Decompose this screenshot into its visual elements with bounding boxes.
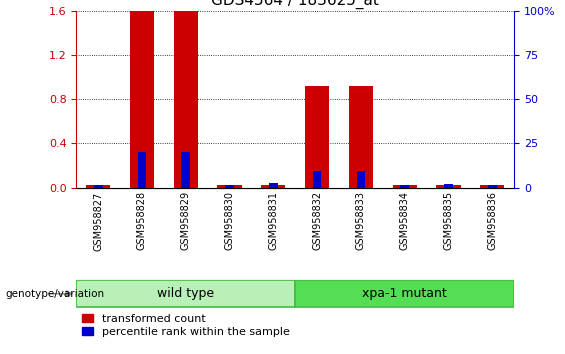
Bar [218,185,242,188]
Bar [349,86,373,188]
Bar [173,11,198,188]
Bar [86,185,110,188]
Bar [488,185,497,188]
Legend: transformed count, percentile rank within the sample: transformed count, percentile rank withi… [82,314,290,337]
Bar [436,185,460,188]
Text: wild type: wild type [157,287,214,300]
Text: GSM958827: GSM958827 [93,191,103,251]
Bar [261,185,285,188]
Title: GDS4564 / 183625_at: GDS4564 / 183625_at [211,0,379,9]
Text: GSM958830: GSM958830 [224,191,234,250]
Bar [295,280,514,307]
Text: xpa-1 mutant: xpa-1 mutant [362,287,447,300]
Text: GSM958833: GSM958833 [356,191,366,250]
Bar [400,185,409,188]
Bar [480,185,505,188]
Bar [181,152,190,188]
Text: GSM958832: GSM958832 [312,191,322,250]
Text: GSM958831: GSM958831 [268,191,279,250]
Bar [225,185,234,188]
Bar [357,171,365,188]
Text: GSM958829: GSM958829 [181,191,191,250]
Bar [138,152,146,188]
Text: GSM958834: GSM958834 [399,191,410,250]
Bar [130,11,154,188]
Bar [94,185,103,188]
Text: GSM958835: GSM958835 [444,191,454,250]
Text: GSM958836: GSM958836 [487,191,497,250]
Text: GSM958828: GSM958828 [137,191,147,250]
Bar [444,184,453,188]
Bar [269,183,278,188]
Bar [393,185,417,188]
Bar [76,280,295,307]
Bar [313,171,321,188]
Bar [305,86,329,188]
Text: genotype/variation: genotype/variation [6,289,105,299]
